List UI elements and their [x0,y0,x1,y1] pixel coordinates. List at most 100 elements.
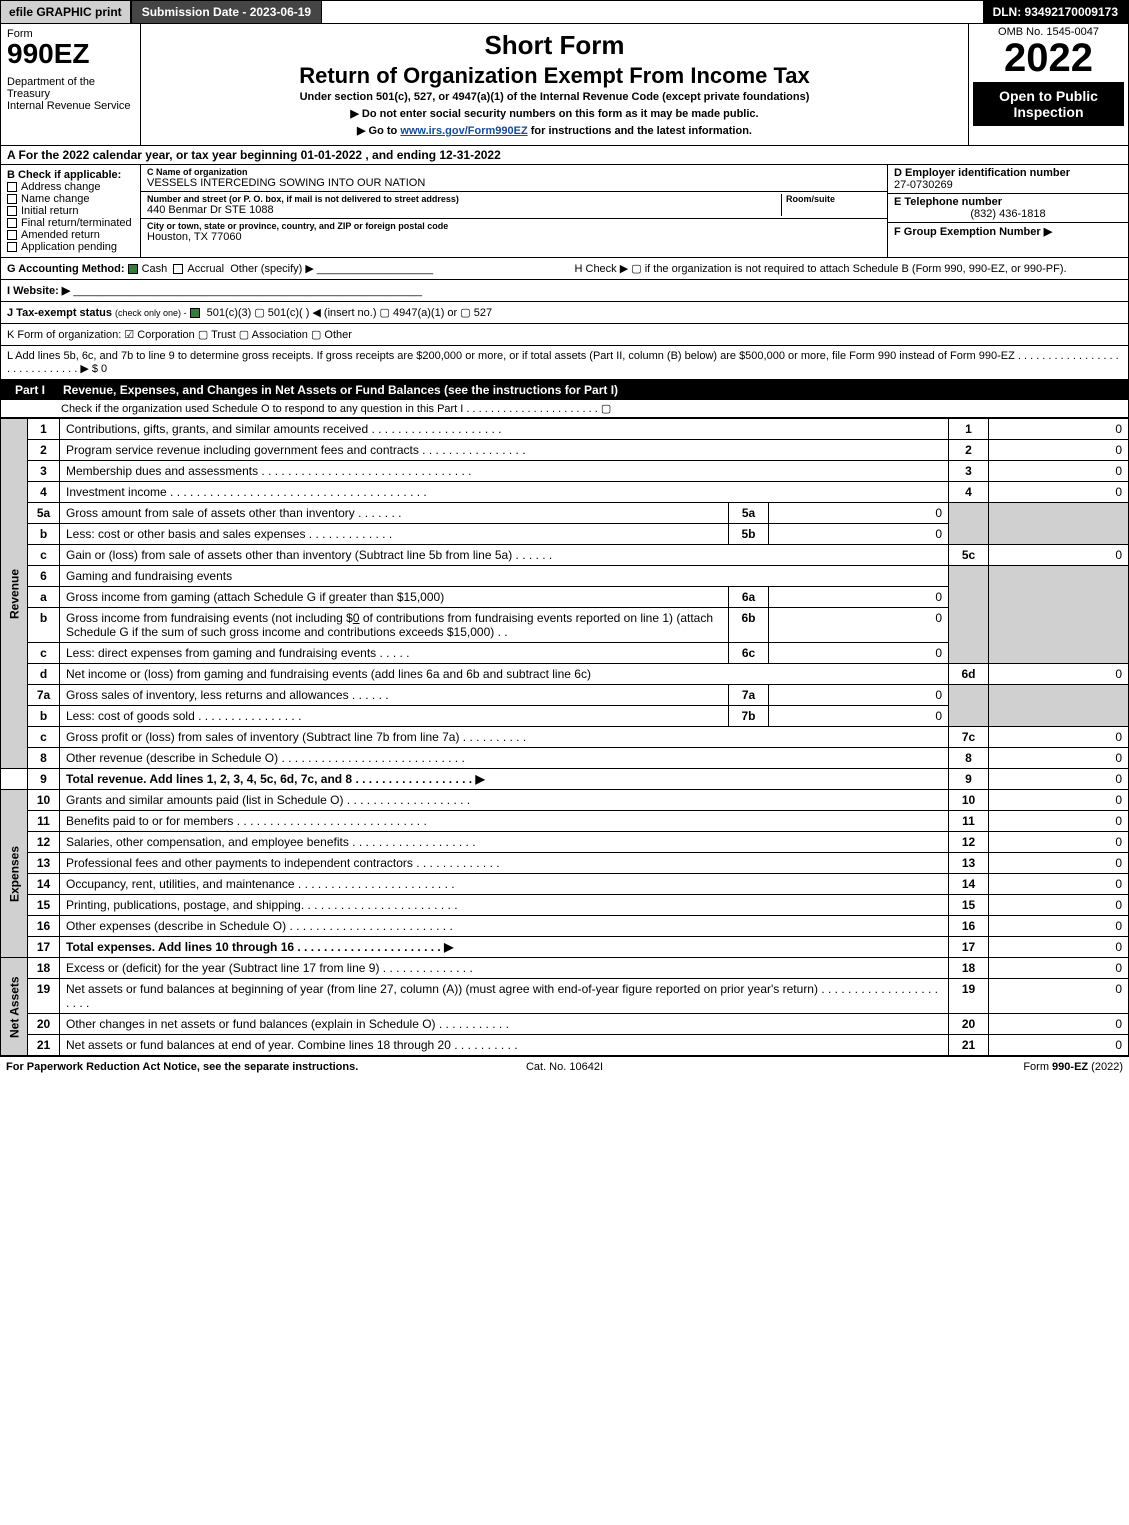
efile-print-label: efile GRAPHIC print [1,1,132,23]
l5a-no: 5a [28,503,60,524]
l10-box: 10 [949,790,989,811]
line-j-opts: 501(c)(3) ▢ 501(c)( ) ◀ (insert no.) ▢ 4… [207,307,492,319]
line-g: G Accounting Method: Cash Accrual Other … [7,262,555,275]
l6-shade [949,566,989,664]
l5c-no: c [28,545,60,566]
city-label: City or town, state or province, country… [147,221,881,231]
line-8: 8 Other revenue (describe in Schedule O)… [1,748,1129,769]
l11-no: 11 [28,811,60,832]
note-goto: ▶ Go to www.irs.gov/Form990EZ for instru… [149,124,960,137]
l20-no: 20 [28,1014,60,1035]
submission-date: Submission Date - 2023-06-19 [132,1,322,23]
line-20: 20 Other changes in net assets or fund b… [1,1014,1129,1035]
footer-cat: Cat. No. 10642I [378,1061,750,1073]
chk-501c3[interactable] [190,308,200,318]
line-7c: c Gross profit or (loss) from sales of i… [1,727,1129,748]
irs-link[interactable]: www.irs.gov/Form990EZ [400,125,527,137]
l11-amt: 0 [989,811,1129,832]
l19-desc: Net assets or fund balances at beginning… [60,979,949,1014]
footer-right: Form 990-EZ (2022) [751,1061,1123,1073]
l16-amt: 0 [989,916,1129,937]
l9-desc: Total revenue. Add lines 1, 2, 3, 4, 5c,… [60,769,949,790]
l7-shade [949,685,989,727]
l15-amt: 0 [989,895,1129,916]
org-name-cell: C Name of organization VESSELS INTERCEDI… [141,165,887,192]
l6-desc: Gaming and fundraising events [60,566,949,587]
l12-desc: Salaries, other compensation, and employ… [60,832,949,853]
line-9: 9 Total revenue. Add lines 1, 2, 3, 4, 5… [1,769,1129,790]
l7a-ibox: 7a [729,685,769,706]
l3-desc: Membership dues and assessments . . . . … [60,461,949,482]
form-id-block: Form 990EZ Department of the Treasury In… [1,24,141,145]
l16-desc: Other expenses (describe in Schedule O) … [60,916,949,937]
org-name: VESSELS INTERCEDING SOWING INTO OUR NATI… [147,177,881,189]
l6d-amt: 0 [989,664,1129,685]
l6c-desc: Less: direct expenses from gaming and fu… [60,643,729,664]
tax-year: 2022 [973,38,1124,78]
line-j-label: J Tax-exempt status [7,307,112,319]
footer-left: For Paperwork Reduction Act Notice, see … [6,1061,378,1073]
l6c-ibox: 6c [729,643,769,664]
l1-desc: Contributions, gifts, grants, and simila… [60,419,949,440]
chk-amended-return[interactable]: Amended return [7,229,134,241]
note-goto-post: for instructions and the latest informat… [531,125,752,137]
rev-spacer [1,769,28,790]
l12-box: 12 [949,832,989,853]
l12-no: 12 [28,832,60,853]
l6b-ibox: 6b [729,608,769,643]
l6a-iamt: 0 [769,587,949,608]
chk-name-change[interactable]: Name change [7,193,134,205]
l6d-desc: Net income or (loss) from gaming and fun… [60,664,949,685]
l1-amt: 0 [989,419,1129,440]
l5c-box: 5c [949,545,989,566]
l9-amt: 0 [989,769,1129,790]
line-21: 21 Net assets or fund balances at end of… [1,1035,1129,1056]
l13-desc: Professional fees and other payments to … [60,853,949,874]
note-ssn: ▶ Do not enter social security numbers o… [149,107,960,120]
l15-desc: Printing, publications, postage, and shi… [60,895,949,916]
l9-box: 9 [949,769,989,790]
l7c-amt: 0 [989,727,1129,748]
l20-desc: Other changes in net assets or fund bala… [60,1014,949,1035]
l5a-ibox: 5a [729,503,769,524]
l16-box: 16 [949,916,989,937]
l14-amt: 0 [989,874,1129,895]
chk-application-pending[interactable]: Application pending [7,241,134,253]
chk-initial-return[interactable]: Initial return [7,205,134,217]
l6b-iamt: 0 [769,608,949,643]
chk-final-return[interactable]: Final return/terminated [7,217,134,229]
l1-box: 1 [949,419,989,440]
l2-box: 2 [949,440,989,461]
line-h: H Check ▶ ▢ if the organization is not r… [555,262,1123,275]
ein-label: D Employer identification number [894,167,1122,179]
l18-no: 18 [28,958,60,979]
l8-no: 8 [28,748,60,769]
tab-revenue: Revenue [1,419,28,769]
l5-shade [949,503,989,545]
l5c-amt: 0 [989,545,1129,566]
l17-amt: 0 [989,937,1129,958]
l11-desc: Benefits paid to or for members . . . . … [60,811,949,832]
l5b-desc: Less: cost or other basis and sales expe… [60,524,729,545]
row-gh: G Accounting Method: Cash Accrual Other … [0,258,1129,280]
chk-address-change[interactable]: Address change [7,181,134,193]
l5c-desc: Gain or (loss) from sale of assets other… [60,545,949,566]
line-l: L Add lines 5b, 6c, and 7b to line 9 to … [0,346,1129,380]
l2-no: 2 [28,440,60,461]
col-b: B Check if applicable: Address change Na… [1,165,141,257]
l17-desc: Total expenses. Add lines 10 through 16 … [60,937,949,958]
l17-no: 17 [28,937,60,958]
org-city-cell: City or town, state or province, country… [141,219,887,245]
addr-label: Number and street (or P. O. box, if mail… [147,194,781,204]
l6c-no: c [28,643,60,664]
l15-no: 15 [28,895,60,916]
chk-accrual[interactable] [173,264,183,274]
line-12: 12 Salaries, other compensation, and emp… [1,832,1129,853]
l21-amt: 0 [989,1035,1129,1056]
l6-no: 6 [28,566,60,587]
l8-box: 8 [949,748,989,769]
year-block: OMB No. 1545-0047 2022 Open to Public In… [968,24,1128,145]
chk-cash[interactable] [128,264,138,274]
l2-desc: Program service revenue including govern… [60,440,949,461]
l2-amt: 0 [989,440,1129,461]
